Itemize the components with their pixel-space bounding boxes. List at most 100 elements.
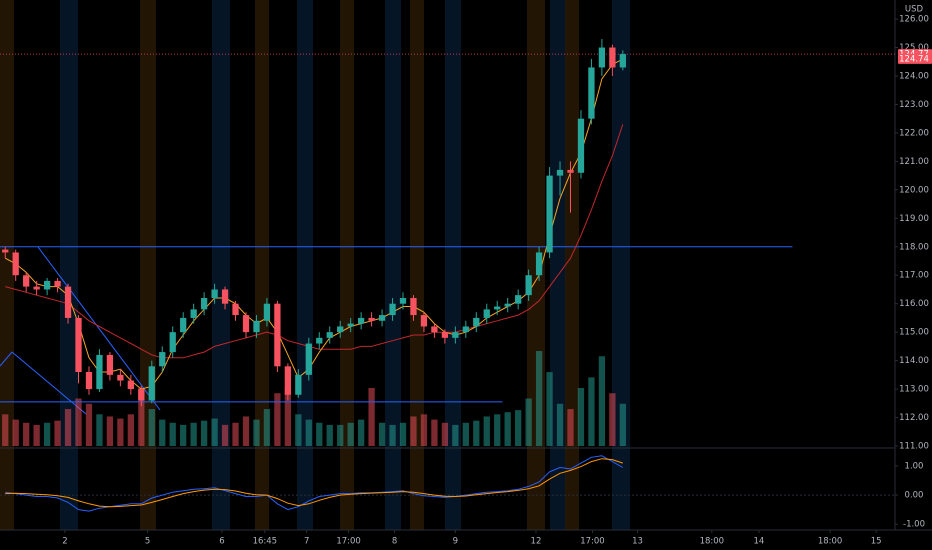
candle-body — [253, 320, 260, 333]
candle-body — [221, 289, 229, 304]
volume-bar — [420, 414, 428, 446]
volume-bar — [577, 387, 585, 446]
candle-body — [410, 298, 417, 316]
volume-bar — [358, 419, 365, 446]
session-band — [340, 0, 354, 530]
session-band — [0, 0, 14, 530]
volume-bar — [263, 409, 271, 446]
session-shading — [0, 0, 630, 530]
candle-body — [420, 315, 428, 327]
candle-body — [358, 317, 365, 324]
session-band — [255, 0, 269, 530]
volume-bar — [54, 420, 61, 446]
candle-body — [546, 175, 553, 253]
x-tick-label: 17:00 — [580, 537, 605, 547]
volume-bar — [190, 422, 197, 446]
y-tick-label: 111.00 — [899, 442, 929, 452]
candle-body — [43, 280, 51, 290]
candle-body — [159, 352, 166, 367]
candle-body — [431, 326, 438, 333]
volume-bar — [598, 356, 606, 446]
candle-body — [494, 306, 501, 310]
volume-bar — [284, 387, 292, 446]
volume-bar — [535, 351, 543, 446]
candle-body — [535, 252, 543, 276]
session-band — [565, 0, 579, 530]
volume-bar — [253, 419, 260, 446]
volume-bar — [567, 409, 574, 446]
candle-body — [556, 169, 564, 176]
x-tick-label: 18:00 — [700, 537, 725, 547]
volume-bar — [452, 424, 459, 446]
macd-tick-label: -1.00 — [903, 520, 925, 530]
x-tick-label: 8 — [392, 537, 397, 547]
candle-body — [567, 169, 574, 173]
session-band — [550, 0, 566, 530]
volume-bar — [462, 422, 469, 446]
candle-body — [180, 317, 187, 333]
y-tick-label: 113.00 — [899, 385, 929, 395]
candle-body — [609, 47, 616, 68]
volume-bar — [127, 414, 134, 446]
candle-body — [284, 366, 292, 395]
volume-bar — [347, 422, 354, 446]
candle-body — [232, 303, 239, 316]
x-tick-label: 7 — [304, 537, 309, 547]
y-tick-label: 126.00 — [899, 15, 929, 25]
y-tick-label: 123.00 — [899, 100, 929, 110]
y-tick-label: 121.00 — [899, 157, 929, 167]
volume-bar — [431, 419, 438, 446]
y-tick-label: 114.00 — [899, 356, 929, 366]
y-tick-label: 118.00 — [899, 242, 929, 252]
volume-bar — [43, 422, 51, 446]
candle-body — [2, 249, 9, 253]
candle-body — [368, 317, 375, 321]
y-tick-label: 115.00 — [899, 328, 929, 338]
volume-bar — [483, 416, 490, 446]
y-tick-label: 117.00 — [899, 271, 929, 281]
macd-tick-label: 1.00 — [905, 462, 924, 472]
candle-body — [577, 118, 585, 173]
volume-bar — [64, 409, 72, 446]
candle-body — [399, 298, 407, 304]
candle-body — [525, 275, 532, 296]
candle-body — [326, 332, 333, 338]
x-tick-label: 18:00 — [818, 537, 843, 547]
volume-bar — [316, 422, 323, 446]
y-tick-label: 125.00 — [899, 43, 929, 53]
volume-bar — [295, 414, 302, 446]
candle-body — [263, 303, 271, 321]
volume-bar — [148, 409, 155, 446]
candle-body — [598, 47, 606, 68]
volume-bar — [200, 420, 208, 446]
session-band — [445, 0, 461, 530]
candle-body — [305, 343, 312, 375]
x-tick-label: 12 — [531, 537, 542, 547]
volume-bar — [326, 424, 333, 446]
candle-body — [138, 389, 145, 401]
volume-bar — [211, 418, 218, 446]
candle-body — [378, 315, 386, 321]
x-tick-label: 17:00 — [336, 537, 361, 547]
candle-body — [295, 374, 302, 395]
candle-body — [33, 286, 40, 290]
price-label: 124.74 — [899, 54, 929, 64]
volume-bar — [441, 422, 449, 446]
volume-bar — [337, 424, 344, 446]
candle-body — [588, 67, 595, 119]
candle-body — [190, 309, 197, 318]
volume-bar — [305, 419, 312, 446]
macd-line — [5, 458, 623, 508]
candle-body — [473, 317, 480, 327]
x-tick-label: 15 — [871, 537, 882, 547]
volume-bar — [515, 410, 522, 446]
volume-bar — [473, 420, 480, 446]
candle-body — [483, 309, 490, 318]
volume-bar — [389, 424, 396, 446]
candle-body — [64, 286, 72, 318]
y-tick-label: 120.00 — [899, 185, 929, 195]
x-tick-label: 2 — [62, 537, 67, 547]
candle-body — [452, 332, 459, 338]
candle-body — [200, 298, 208, 310]
candle-body — [117, 374, 124, 381]
